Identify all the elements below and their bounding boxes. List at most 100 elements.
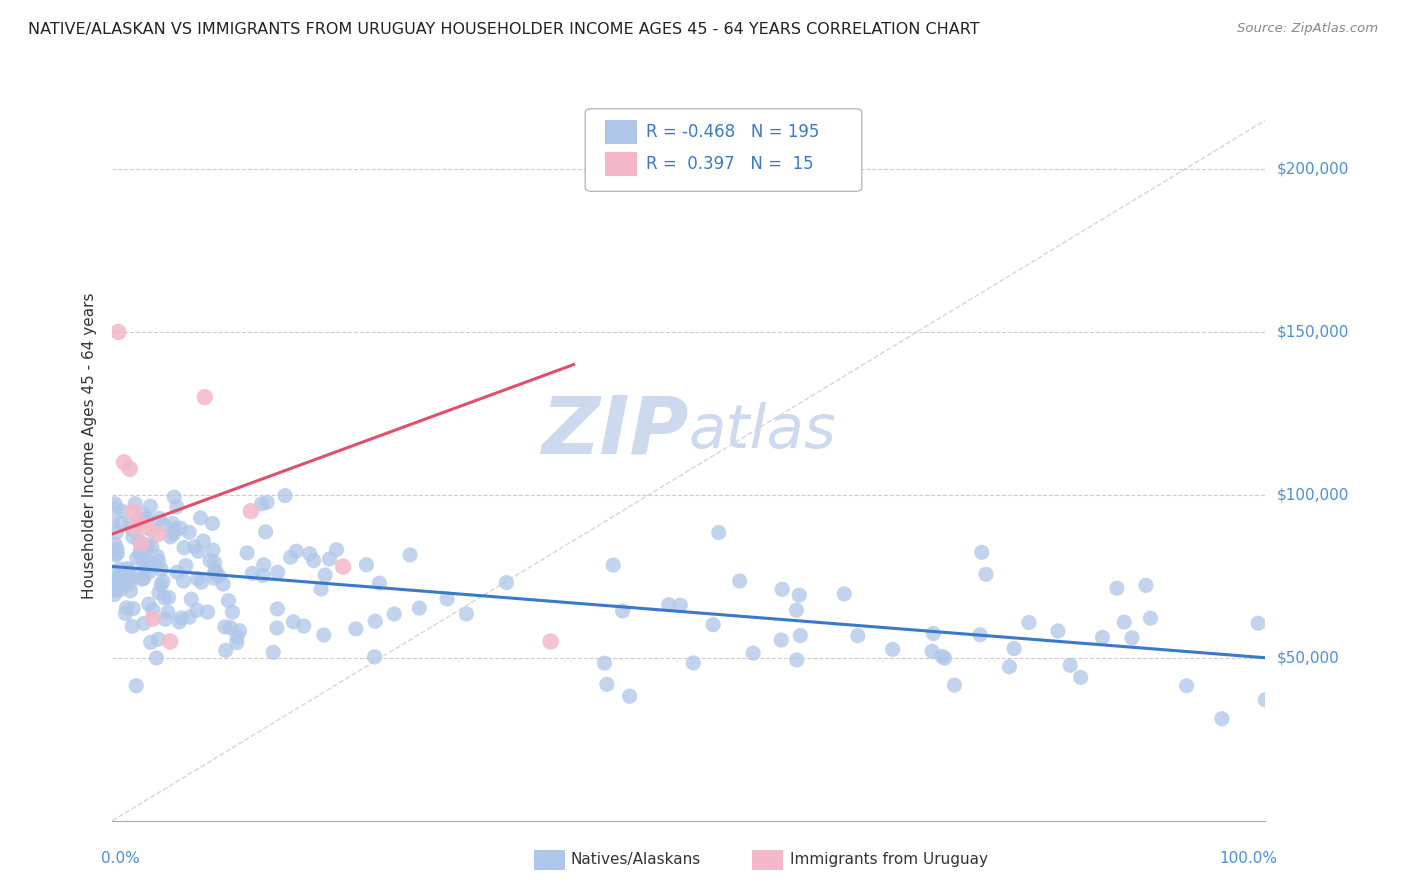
Point [1105, 581, 1128, 595]
FancyBboxPatch shape [585, 109, 862, 191]
Point [132, 571, 155, 585]
Point [122, 530, 145, 544]
Point [128, 566, 150, 580]
Point [148, 511, 170, 525]
Point [312, 628, 335, 642]
Point [152, 574, 174, 589]
Point [325, 542, 347, 557]
Point [789, 628, 811, 642]
Point [186, 572, 208, 586]
Point [107, 573, 129, 587]
Point [219, 621, 242, 635]
Point [132, 507, 155, 521]
Point [309, 582, 332, 596]
Point [120, 583, 142, 598]
Point [108, 562, 131, 576]
Point [105, 547, 128, 561]
Point [103, 583, 125, 598]
Point [253, 558, 276, 572]
Point [408, 601, 430, 615]
Point [770, 633, 793, 648]
Point [103, 577, 125, 591]
Point [596, 677, 619, 691]
Point [131, 572, 153, 586]
Point [202, 571, 225, 585]
Text: Immigrants from Uruguay: Immigrants from Uruguay [790, 853, 988, 867]
Point [101, 516, 124, 530]
Point [193, 533, 215, 548]
Text: R = -0.468   N = 195: R = -0.468 N = 195 [647, 123, 820, 141]
Point [162, 516, 184, 531]
Point [221, 605, 243, 619]
Point [162, 527, 184, 541]
Point [150, 562, 173, 576]
Text: NATIVE/ALASKAN VS IMMIGRANTS FROM URUGUAY HOUSEHOLDER INCOME AGES 45 - 64 YEARS : NATIVE/ALASKAN VS IMMIGRANTS FROM URUGUA… [28, 22, 980, 37]
Text: Source: ZipAtlas.com: Source: ZipAtlas.com [1237, 22, 1378, 36]
Point [204, 566, 226, 580]
Point [239, 504, 262, 518]
Point [105, 541, 128, 556]
Bar [605, 120, 637, 144]
Point [121, 522, 143, 536]
Point [201, 516, 224, 531]
Point [970, 545, 993, 559]
Point [682, 656, 704, 670]
Point [129, 548, 152, 562]
Point [786, 653, 808, 667]
Point [214, 620, 236, 634]
Point [110, 582, 132, 596]
Point [399, 548, 422, 562]
Point [138, 597, 160, 611]
Point [298, 547, 321, 561]
Point [1059, 658, 1081, 673]
Point [146, 549, 169, 563]
Point [1002, 641, 1025, 656]
Point [104, 548, 127, 562]
Point [208, 569, 231, 583]
Point [153, 591, 176, 605]
Point [250, 497, 273, 511]
Point [136, 538, 159, 552]
Point [107, 325, 129, 339]
Text: $150,000: $150,000 [1277, 325, 1350, 340]
Point [141, 524, 163, 538]
Point [1018, 615, 1040, 630]
Point [156, 605, 179, 619]
Point [787, 588, 810, 602]
Point [368, 576, 391, 591]
Point [148, 527, 170, 541]
Point [129, 543, 152, 558]
Point [166, 566, 188, 580]
Point [1091, 631, 1114, 645]
Point [669, 598, 692, 612]
Point [283, 615, 305, 629]
Point [187, 544, 209, 558]
Point [139, 500, 162, 514]
Point [785, 603, 807, 617]
Point [180, 592, 202, 607]
Point [285, 544, 308, 558]
Point [136, 555, 159, 569]
Point [139, 635, 162, 649]
Point [728, 574, 751, 588]
Point [148, 632, 170, 647]
Bar [605, 152, 637, 176]
Point [593, 656, 616, 670]
Point [846, 629, 869, 643]
Point [157, 591, 180, 605]
Point [1121, 631, 1143, 645]
Point [225, 636, 247, 650]
Point [280, 550, 302, 565]
Text: ZIP: ZIP [541, 392, 689, 470]
Point [274, 489, 297, 503]
Point [105, 501, 128, 516]
Point [436, 591, 458, 606]
Point [931, 649, 953, 664]
Point [240, 566, 263, 581]
Point [152, 517, 174, 532]
Point [111, 504, 134, 518]
Point [456, 607, 478, 621]
Point [104, 579, 127, 593]
Point [1254, 693, 1277, 707]
Point [115, 600, 138, 615]
